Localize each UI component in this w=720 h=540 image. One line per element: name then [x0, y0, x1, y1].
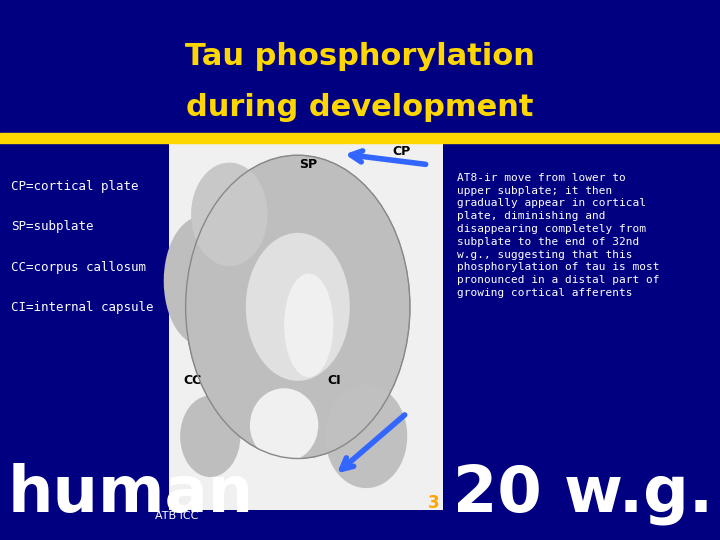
- Text: SP=subplate: SP=subplate: [11, 220, 94, 233]
- Ellipse shape: [191, 163, 268, 266]
- Ellipse shape: [284, 274, 333, 377]
- Ellipse shape: [250, 388, 318, 462]
- Bar: [0, 133, 720, 143]
- Text: CI=internal capsule: CI=internal capsule: [11, 301, 153, 314]
- Text: AT8-ir move from lower to
upper subplate; it then
gradually appear in cortical
p: AT8-ir move from lower to upper subplate…: [457, 173, 660, 298]
- Ellipse shape: [163, 216, 240, 346]
- Ellipse shape: [325, 384, 408, 488]
- Text: CP: CP: [392, 145, 410, 158]
- Text: 3: 3: [428, 494, 440, 512]
- Text: 20 w.g.: 20 w.g.: [453, 463, 713, 525]
- Text: ATB ICC: ATB ICC: [155, 511, 198, 521]
- Text: CC=corpus callosum: CC=corpus callosum: [11, 261, 145, 274]
- Text: CC: CC: [184, 374, 202, 387]
- Text: SP: SP: [299, 158, 317, 171]
- Bar: [169, 140, 443, 510]
- Ellipse shape: [186, 155, 410, 458]
- Text: during development: during development: [186, 93, 534, 123]
- Text: human: human: [7, 463, 253, 525]
- Ellipse shape: [180, 396, 240, 477]
- Ellipse shape: [246, 233, 350, 381]
- Text: Tau phosphorylation: Tau phosphorylation: [185, 42, 535, 71]
- Text: CP=cortical plate: CP=cortical plate: [11, 180, 138, 193]
- Text: CI: CI: [328, 374, 341, 387]
